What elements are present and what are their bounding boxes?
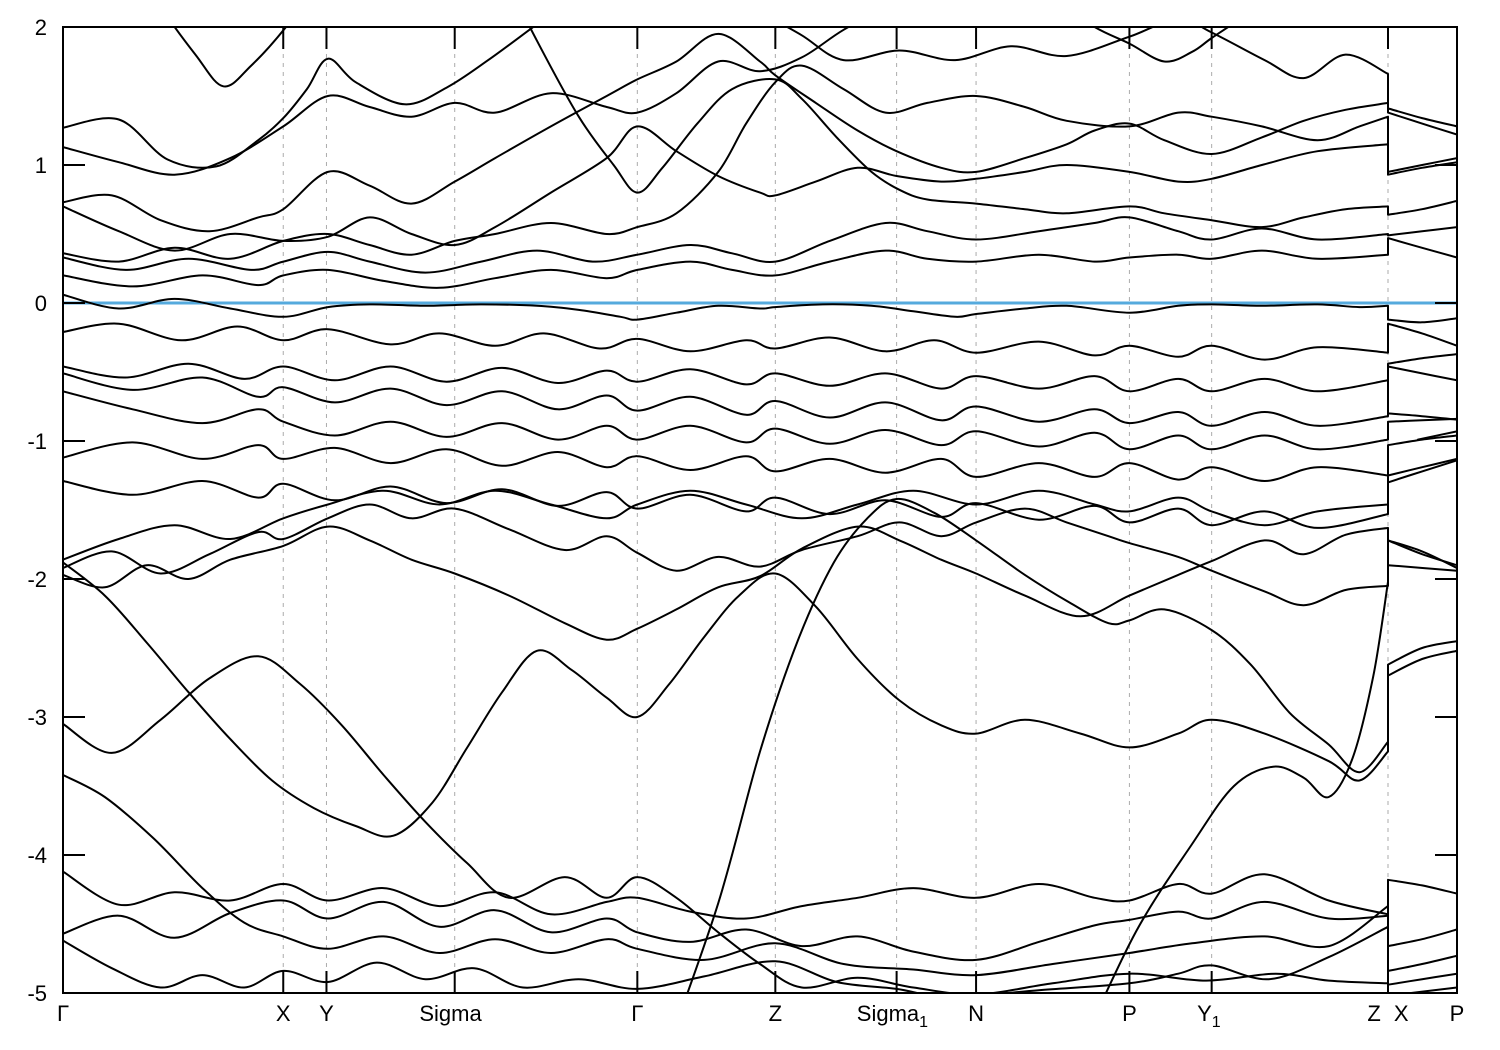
x-tick-label: N — [968, 1001, 984, 1026]
band-line-15 — [63, 365, 1457, 427]
band-line-24 — [63, 32, 1457, 233]
band-line-9 — [63, 525, 1457, 641]
band-line-22 — [528, 27, 1457, 229]
y-tick-label: 1 — [35, 153, 47, 178]
band-line-4 — [63, 774, 1457, 986]
bands-group — [63, 27, 1457, 993]
band-line-19 — [63, 237, 1457, 289]
band-line-14 — [63, 390, 1457, 451]
band-line-13 — [63, 434, 1457, 482]
x-tick-label: X — [276, 1001, 291, 1026]
x-tick-label: X — [1394, 1001, 1409, 1026]
band-line-17 — [63, 322, 1457, 361]
y-tick-label: -1 — [27, 429, 47, 454]
band-line-23 — [63, 125, 1457, 252]
y-tick-label: 0 — [35, 291, 47, 316]
band-line-18 — [63, 293, 1457, 324]
band-line-26 — [63, 27, 1457, 169]
band-line-5 — [63, 561, 1457, 838]
band-line-21 — [63, 64, 1457, 263]
x-tick-label: P — [1122, 1001, 1137, 1026]
band-line-27 — [173, 27, 288, 88]
x-tick-label: Z — [769, 1001, 782, 1026]
band-line-2 — [63, 899, 1457, 962]
band-line-6 — [63, 655, 1457, 993]
y-tick-label: -3 — [27, 705, 47, 730]
x-tick-label: Y — [319, 1001, 334, 1026]
band-line-7 — [686, 497, 1457, 993]
x-tick-label: Z — [1367, 1001, 1380, 1026]
band-line-29 — [1387, 412, 1457, 421]
x-tick-label: Sigma — [419, 1001, 482, 1026]
y-tick-label: -2 — [27, 567, 47, 592]
band-line-1 — [63, 925, 1457, 993]
x-tick-label: Γ — [631, 1001, 643, 1026]
band-line-11 — [63, 459, 1457, 561]
x-tick-label: P — [1450, 1001, 1465, 1026]
band-line-8 — [1104, 539, 1457, 993]
y-tick-label: 2 — [35, 15, 47, 40]
band-line-16 — [63, 353, 1457, 393]
band-line-28 — [1417, 430, 1457, 441]
band-line-20 — [63, 216, 1457, 274]
band-line-12 — [63, 457, 1457, 529]
y-tick-label: -5 — [27, 981, 47, 1006]
x-tick-label: Γ — [57, 1001, 69, 1026]
y-tick-label: -4 — [27, 843, 47, 868]
plot-border — [62, 26, 1458, 994]
band-line-3 — [63, 870, 1457, 920]
band-line-10 — [63, 503, 1457, 607]
